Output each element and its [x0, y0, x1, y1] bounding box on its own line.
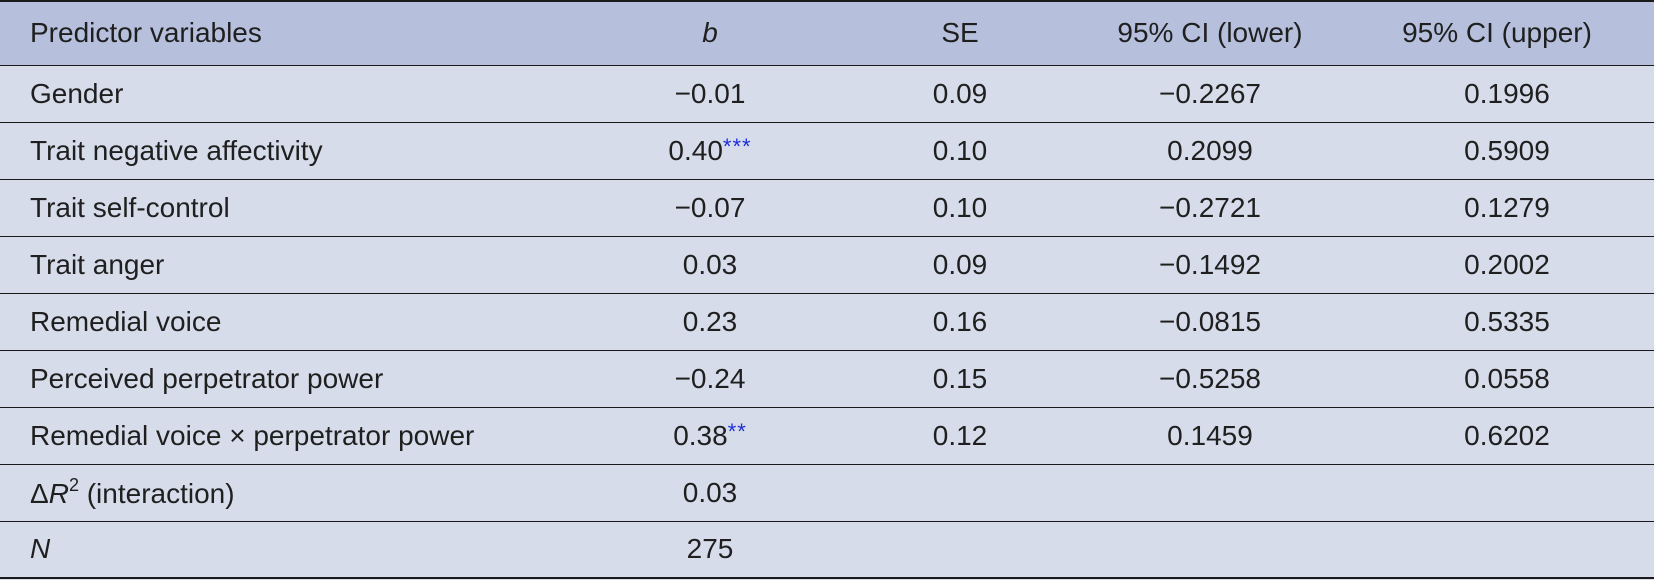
- ci-lower-cell: −0.1492: [1159, 248, 1261, 280]
- n-value: 275: [686, 533, 734, 565]
- se-cell: 0.10: [932, 191, 988, 223]
- ci-lower-cell: −0.0815: [1159, 305, 1261, 337]
- delta-r2-suffix: (interaction): [78, 478, 235, 509]
- ci-upper-cell: 0.5909: [1464, 134, 1550, 166]
- table-row: Remedial voice × perpetrator power 0.38*…: [0, 407, 1654, 464]
- b-cell: 0.40***: [560, 122, 860, 179]
- n-label: N: [30, 533, 51, 565]
- table-row: Trait anger 0.03 0.09 −0.1492 0.2002: [0, 236, 1654, 293]
- b-value: −0.07: [674, 192, 746, 223]
- r-squared-superscript: 2: [68, 475, 79, 495]
- ci-lower-cell: −0.2721: [1159, 191, 1261, 223]
- b-value: 0.23: [682, 306, 738, 337]
- b-cell: 0.23: [560, 293, 860, 350]
- delta-symbol: Δ: [30, 478, 49, 509]
- delta-r2-value: 0.03: [682, 476, 738, 508]
- ci-upper-cell: 0.1996: [1464, 77, 1550, 109]
- table-row: Gender −0.01 0.09 −0.2267 0.1996: [0, 65, 1654, 122]
- b-value: 0.40: [668, 135, 723, 166]
- b-cell: 0.03: [560, 236, 860, 293]
- empty-cell: [860, 521, 1060, 578]
- delta-r2-label: ΔR2 (interaction): [0, 464, 560, 521]
- empty-cell: [860, 464, 1060, 521]
- ci-lower-cell: 0.1459: [1167, 419, 1253, 451]
- header-ci-upper: 95% CI (upper): [1360, 0, 1654, 66]
- predictor-cell: Gender: [30, 77, 124, 109]
- table-row-n: N 275: [0, 521, 1654, 578]
- se-cell: 0.10: [932, 134, 988, 166]
- table-row: Trait self-control −0.07 0.10 −0.2721 0.…: [0, 179, 1654, 236]
- b-value: −0.01: [674, 78, 746, 109]
- b-cell: −0.01: [560, 65, 860, 122]
- se-cell: 0.09: [932, 248, 988, 280]
- b-value: 0.03: [682, 249, 738, 280]
- significance-stars: ***: [722, 134, 752, 159]
- empty-cell: [1060, 464, 1360, 521]
- ci-upper-cell: 0.5335: [1464, 305, 1550, 337]
- header-b: b: [560, 0, 860, 66]
- header-ci-lower: 95% CI (lower): [1060, 0, 1360, 66]
- header-se: SE: [860, 0, 1060, 66]
- predictor-cell: Remedial voice: [30, 305, 222, 337]
- ci-upper-cell: 0.1279: [1464, 191, 1550, 223]
- table-row: Perceived perpetrator power −0.24 0.15 −…: [0, 350, 1654, 407]
- b-cell: 0.38**: [560, 407, 860, 464]
- ci-upper-cell: 0.6202: [1464, 419, 1550, 451]
- table-row: Trait negative affectivity 0.40*** 0.10 …: [0, 122, 1654, 179]
- b-value: −0.24: [674, 363, 746, 394]
- ci-upper-cell: 0.0558: [1464, 362, 1550, 394]
- predictor-cell: Remedial voice × perpetrator power: [30, 419, 475, 451]
- significance-stars: **: [727, 419, 747, 444]
- se-cell: 0.16: [932, 305, 988, 337]
- predictor-cell: Perceived perpetrator power: [30, 362, 384, 394]
- ci-lower-cell: 0.2099: [1167, 134, 1253, 166]
- empty-cell: [1360, 521, 1654, 578]
- ci-upper-cell: 0.2002: [1464, 248, 1550, 280]
- header-predictor: Predictor variables: [0, 0, 560, 66]
- se-cell: 0.09: [932, 77, 988, 109]
- table-row: Remedial voice 0.23 0.16 −0.0815 0.5335: [0, 293, 1654, 350]
- se-cell: 0.15: [932, 362, 988, 394]
- empty-cell: [1060, 521, 1360, 578]
- empty-cell: [1360, 464, 1654, 521]
- ci-lower-cell: −0.2267: [1159, 77, 1261, 109]
- se-cell: 0.12: [932, 419, 988, 451]
- b-cell: −0.07: [560, 179, 860, 236]
- table-row-delta-r2: ΔR2 (interaction) 0.03: [0, 464, 1654, 521]
- predictor-cell: Trait negative affectivity: [30, 134, 323, 166]
- ci-lower-cell: −0.5258: [1159, 362, 1261, 394]
- predictor-cell: Trait anger: [30, 248, 165, 280]
- table-header-row: Predictor variables b SE 95% CI (lower) …: [0, 0, 1654, 66]
- b-value: 0.38: [673, 420, 728, 451]
- b-cell: −0.24: [560, 350, 860, 407]
- predictor-cell: Trait self-control: [30, 191, 230, 223]
- r-variable: R: [48, 478, 69, 509]
